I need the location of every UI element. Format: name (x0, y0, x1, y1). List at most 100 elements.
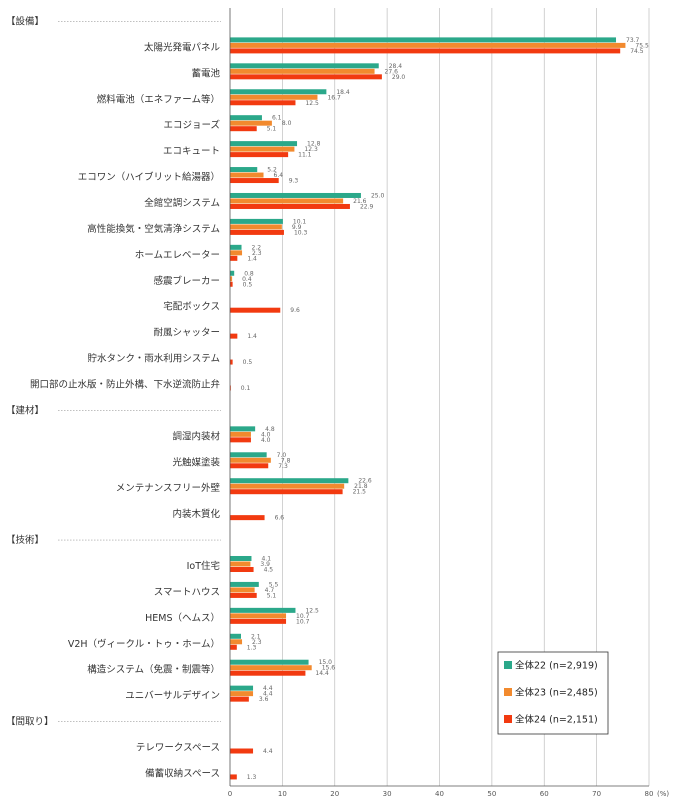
bar (230, 478, 349, 484)
data-label: 3.9 (260, 561, 270, 568)
category-label: スマートハウス (154, 587, 220, 598)
category-label: 貯水タンク・雨水利用システム (87, 353, 220, 365)
data-label: 10.7 (296, 618, 310, 625)
category-label: 調湿内装材 (172, 430, 220, 442)
data-label: 2.3 (252, 250, 262, 257)
bar (230, 37, 617, 43)
category-label: 宅配ボックス (163, 301, 220, 313)
x-tick-label: 80 (645, 790, 654, 798)
data-label: 4.4 (263, 748, 273, 755)
bar (230, 457, 271, 463)
data-label: 10.7 (296, 613, 310, 620)
bar (230, 250, 243, 256)
data-label: 7.3 (278, 463, 288, 470)
data-label: 21.5 (353, 489, 367, 496)
bar (230, 146, 295, 152)
category-label: HEMS（ヘムス） (145, 612, 220, 624)
category-label: 太陽光発電パネル (144, 41, 221, 53)
data-label: 1.3 (247, 644, 257, 651)
bar (230, 555, 252, 561)
x-tick-label: 30 (383, 790, 392, 798)
bar (230, 229, 284, 235)
bar (230, 452, 267, 458)
data-label: 22.6 (358, 478, 372, 485)
data-label: 73.7 (626, 37, 640, 44)
data-label: 14.4 (315, 670, 329, 677)
data-label: 28.4 (389, 63, 403, 70)
bar (230, 307, 281, 313)
legend-entry: 全体24 (n=2,151) (515, 714, 598, 726)
bar (230, 42, 626, 48)
data-label: 5.2 (267, 167, 277, 174)
data-label: 0.5 (243, 359, 253, 366)
x-tick-label: 0 (228, 790, 232, 798)
bar (230, 276, 233, 282)
legend-box (497, 651, 609, 735)
data-label: 10.3 (294, 229, 308, 236)
bar (230, 359, 233, 365)
bar (230, 665, 312, 671)
bar (230, 48, 621, 54)
bar (230, 89, 327, 95)
data-label: 9.9 (292, 224, 302, 231)
legend-swatch (504, 715, 512, 723)
data-label: 1.4 (247, 255, 257, 262)
bar (230, 203, 350, 209)
category-label: 開口部の止水版・防止外構、下水逆流防止弁 (30, 378, 221, 390)
bar (230, 581, 259, 587)
data-label: 29.0 (392, 74, 406, 81)
x-tick-label: 10 (278, 790, 287, 798)
bar (230, 561, 251, 567)
x-tick-label: 20 (330, 790, 339, 798)
data-label: 1.3 (247, 774, 257, 781)
bar (230, 515, 265, 521)
legend-swatch (504, 661, 512, 669)
bar (230, 670, 306, 676)
section-label: 【建材】 (6, 404, 44, 416)
bar (230, 270, 235, 276)
category-label: 全館空調システム (144, 197, 220, 209)
bar (230, 659, 309, 665)
x-tick-label: 70 (592, 790, 601, 798)
bar (230, 696, 249, 702)
bar (230, 141, 298, 147)
bar (230, 68, 375, 74)
category-label: 耐風シャッター (153, 327, 220, 339)
bar (230, 333, 238, 339)
data-label: 15.6 (322, 665, 336, 672)
bar (230, 644, 237, 650)
category-label: 感震ブレーカー (153, 275, 220, 287)
data-label: 4.1 (261, 555, 271, 562)
category-label: 内装木質化 (172, 508, 220, 520)
data-label: 5.1 (267, 126, 277, 133)
category-label: IoT住宅 (187, 560, 220, 572)
data-label: 4.5 (264, 566, 274, 573)
category-label: 光触媒塗装 (172, 456, 220, 468)
x-tick-label: 40 (435, 790, 444, 798)
data-label: 4.7 (265, 587, 275, 594)
category-label: ユニバーサルデザイン (125, 690, 220, 702)
bar (230, 618, 287, 624)
data-label: 2.2 (252, 244, 262, 251)
section-label: 【設備】 (6, 15, 44, 27)
data-label: 10.1 (293, 218, 307, 225)
data-label: 7.0 (277, 452, 287, 459)
bar (230, 167, 258, 173)
data-label: 12.5 (305, 607, 319, 614)
data-label: 5.1 (267, 592, 277, 599)
data-label: 12.8 (307, 141, 321, 148)
data-label: 9.6 (290, 307, 300, 314)
section-label: 【間取り】 (6, 717, 54, 728)
bar (230, 152, 289, 158)
bar (230, 218, 283, 224)
data-label: 0.1 (241, 385, 251, 392)
bar (230, 178, 279, 184)
data-label: 6.4 (274, 172, 284, 179)
data-label: 2.1 (251, 633, 261, 640)
bar (230, 120, 272, 126)
bar (230, 607, 296, 613)
data-label: 74.5 (630, 48, 644, 55)
bar (230, 126, 257, 132)
bar (230, 192, 361, 198)
